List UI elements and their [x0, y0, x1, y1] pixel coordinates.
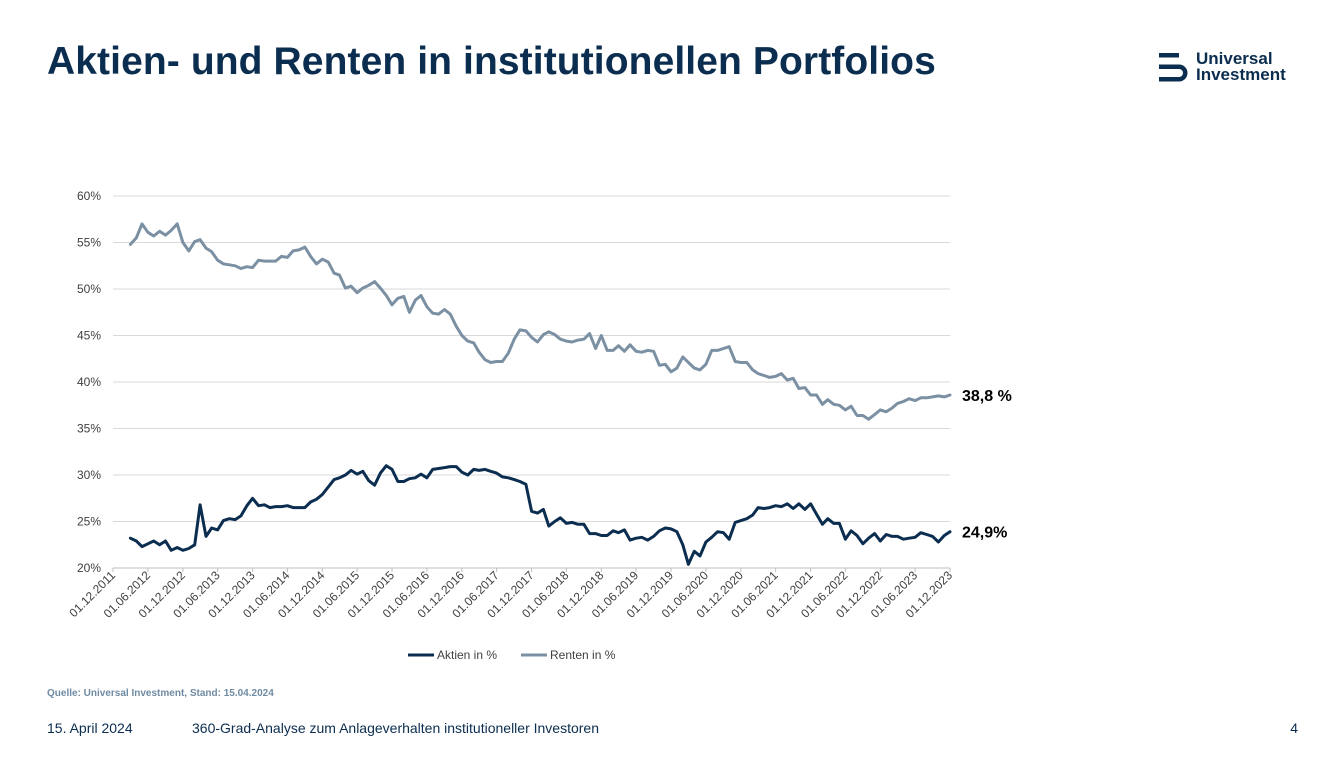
footer-subtitle: 360-Grad-Analyse zum Anlageverhalten ins…: [192, 720, 600, 736]
line-chart: 20%25%30%35%40%45%50%55%60%01.12.201101.…: [66, 189, 1012, 662]
y-tick-label: 20%: [77, 561, 101, 575]
renten-series-line: [128, 222, 952, 421]
aktien-series-line: [128, 464, 952, 566]
renten-end-label: 38,8 %: [962, 388, 1012, 405]
logo-text-line2: Investment: [1196, 65, 1286, 84]
footer-date: 15. April 2024: [47, 720, 133, 736]
logo-text-line1: Universal: [1196, 49, 1273, 68]
page-title: Aktien- und Renten in institutionellen P…: [47, 40, 936, 83]
y-tick-label: 55%: [77, 236, 101, 250]
source-note: Quelle: Universal Investment, Stand: 15.…: [47, 688, 274, 699]
y-tick-label: 50%: [77, 282, 101, 296]
aktien-end-label: 24,9%: [962, 525, 1007, 542]
y-tick-label: 25%: [77, 515, 101, 529]
y-tick-label: 40%: [77, 375, 101, 389]
y-tick-label: 30%: [77, 468, 101, 482]
page-number: 4: [1290, 720, 1298, 736]
legend-item-renten-label: Renten in %: [550, 648, 616, 662]
y-tick-label: 35%: [77, 422, 101, 436]
logo-mark-icon: [1159, 53, 1188, 82]
legend-item-aktien-label: Aktien in %: [437, 648, 497, 662]
universal-investment-logo: Universal Investment: [1158, 50, 1303, 86]
y-tick-label: 60%: [77, 189, 101, 203]
logo-wordmark: Universal Investment: [1196, 49, 1286, 84]
y-tick-label: 45%: [77, 329, 101, 343]
